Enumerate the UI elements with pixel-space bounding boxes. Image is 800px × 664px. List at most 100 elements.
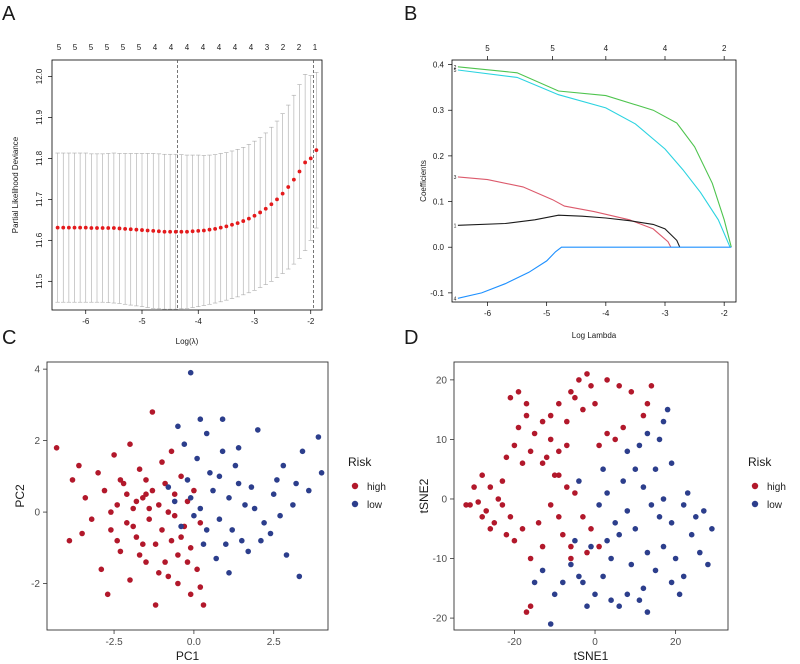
top-axis-label: 2 [281, 43, 286, 52]
point-low [620, 478, 626, 484]
point-low [178, 523, 184, 530]
point-high [159, 527, 165, 533]
point-high [149, 409, 156, 415]
point-low [181, 441, 188, 448]
panel-c-pca-scatter: -2.5 0.0 2.5 -2 0 2 4 PC1 PC2 Risk high low [13, 361, 386, 663]
point-high [191, 487, 197, 494]
point-low [596, 502, 602, 508]
point-high [628, 389, 635, 395]
top-axis-label: 4 [663, 44, 668, 53]
point-low [616, 603, 622, 609]
top-axis-label: 4 [249, 43, 254, 52]
point-low [200, 541, 207, 547]
point-high [108, 527, 114, 533]
point-high [162, 559, 168, 565]
point-low [576, 478, 582, 484]
point-high [568, 555, 574, 562]
point-high [479, 514, 486, 520]
cv-point [252, 213, 257, 218]
x-tick-label: -6 [484, 309, 492, 318]
point-low [656, 436, 663, 443]
point-low [293, 480, 299, 487]
point-low [568, 561, 574, 568]
point-high [133, 534, 140, 540]
point-high [572, 490, 578, 496]
top-axis-label: 5 [89, 43, 94, 52]
x-axis-title: Log Lambda [572, 331, 617, 340]
x-tick-label: -2 [307, 317, 315, 326]
point-high [136, 466, 143, 473]
cv-point [230, 222, 234, 227]
point-high [184, 498, 191, 505]
point-high [556, 514, 562, 520]
point-high [175, 552, 181, 558]
cv-point [286, 185, 291, 189]
point-high [527, 448, 534, 455]
panel-label-a: A [2, 3, 16, 25]
cv-point [100, 226, 105, 230]
point-low [600, 466, 606, 473]
cv-point [241, 219, 246, 223]
point-low [242, 502, 248, 508]
point-low [187, 495, 194, 501]
top-axis-label: 4 [604, 44, 609, 53]
point-high [523, 412, 530, 419]
cv-point [207, 227, 212, 232]
point-high [580, 514, 586, 520]
point-high [612, 436, 618, 443]
panel-label-b: B [404, 3, 417, 25]
point-low [644, 430, 651, 437]
point-low [560, 579, 566, 586]
point-high [66, 537, 73, 544]
cv-point [263, 206, 268, 211]
point-low [232, 462, 239, 469]
point-high [168, 448, 175, 455]
point-high [197, 520, 204, 526]
point-low [648, 502, 655, 508]
plot-frame [453, 361, 729, 631]
point-low [608, 597, 614, 603]
point-low [223, 541, 229, 547]
y-axis-title: PC2 [13, 484, 27, 508]
point-low [632, 466, 639, 473]
y-tick-label: 0.3 [433, 106, 445, 115]
legend-key-low [751, 500, 759, 508]
point-high [568, 389, 574, 395]
point-low [187, 369, 194, 376]
point-low [248, 484, 255, 490]
point-high [499, 478, 506, 484]
panel-b-coefficient-paths: -6 -5 -4 -3 -2-0.10.00.10.20.30.45 5 4 4 225314L… [419, 44, 737, 340]
point-low [213, 555, 219, 562]
point-low [676, 591, 683, 598]
point-low [210, 487, 216, 494]
top-axis-label: 2 [722, 44, 727, 53]
legend-label-low: low [367, 500, 383, 511]
point-high [527, 555, 534, 562]
cv-point [218, 225, 223, 230]
y-tick-label: 0 [441, 494, 447, 505]
point-high [127, 577, 133, 583]
point-low [531, 579, 538, 586]
cv-point [140, 228, 144, 232]
point-high [114, 502, 120, 508]
cv-point [314, 148, 319, 153]
y-tick-label: 11.5 [35, 273, 44, 289]
point-high [79, 530, 85, 537]
coefficient-path-5 [457, 69, 731, 248]
point-high [76, 462, 82, 469]
point-high [146, 516, 152, 522]
y-tick-label: 11.6 [35, 232, 44, 248]
y-tick-label: 0.2 [433, 152, 445, 161]
point-low [254, 427, 261, 433]
point-high [463, 502, 469, 508]
point-high [527, 603, 534, 609]
top-axis-label: 3 [265, 43, 270, 52]
cv-point [185, 229, 189, 234]
point-high [471, 484, 477, 490]
point-high [535, 520, 542, 526]
coefficient-path-3 [457, 176, 672, 248]
point-high [640, 412, 647, 419]
point-high [572, 394, 578, 401]
y-tick-label: 4 [34, 365, 40, 376]
point-low [624, 448, 631, 455]
